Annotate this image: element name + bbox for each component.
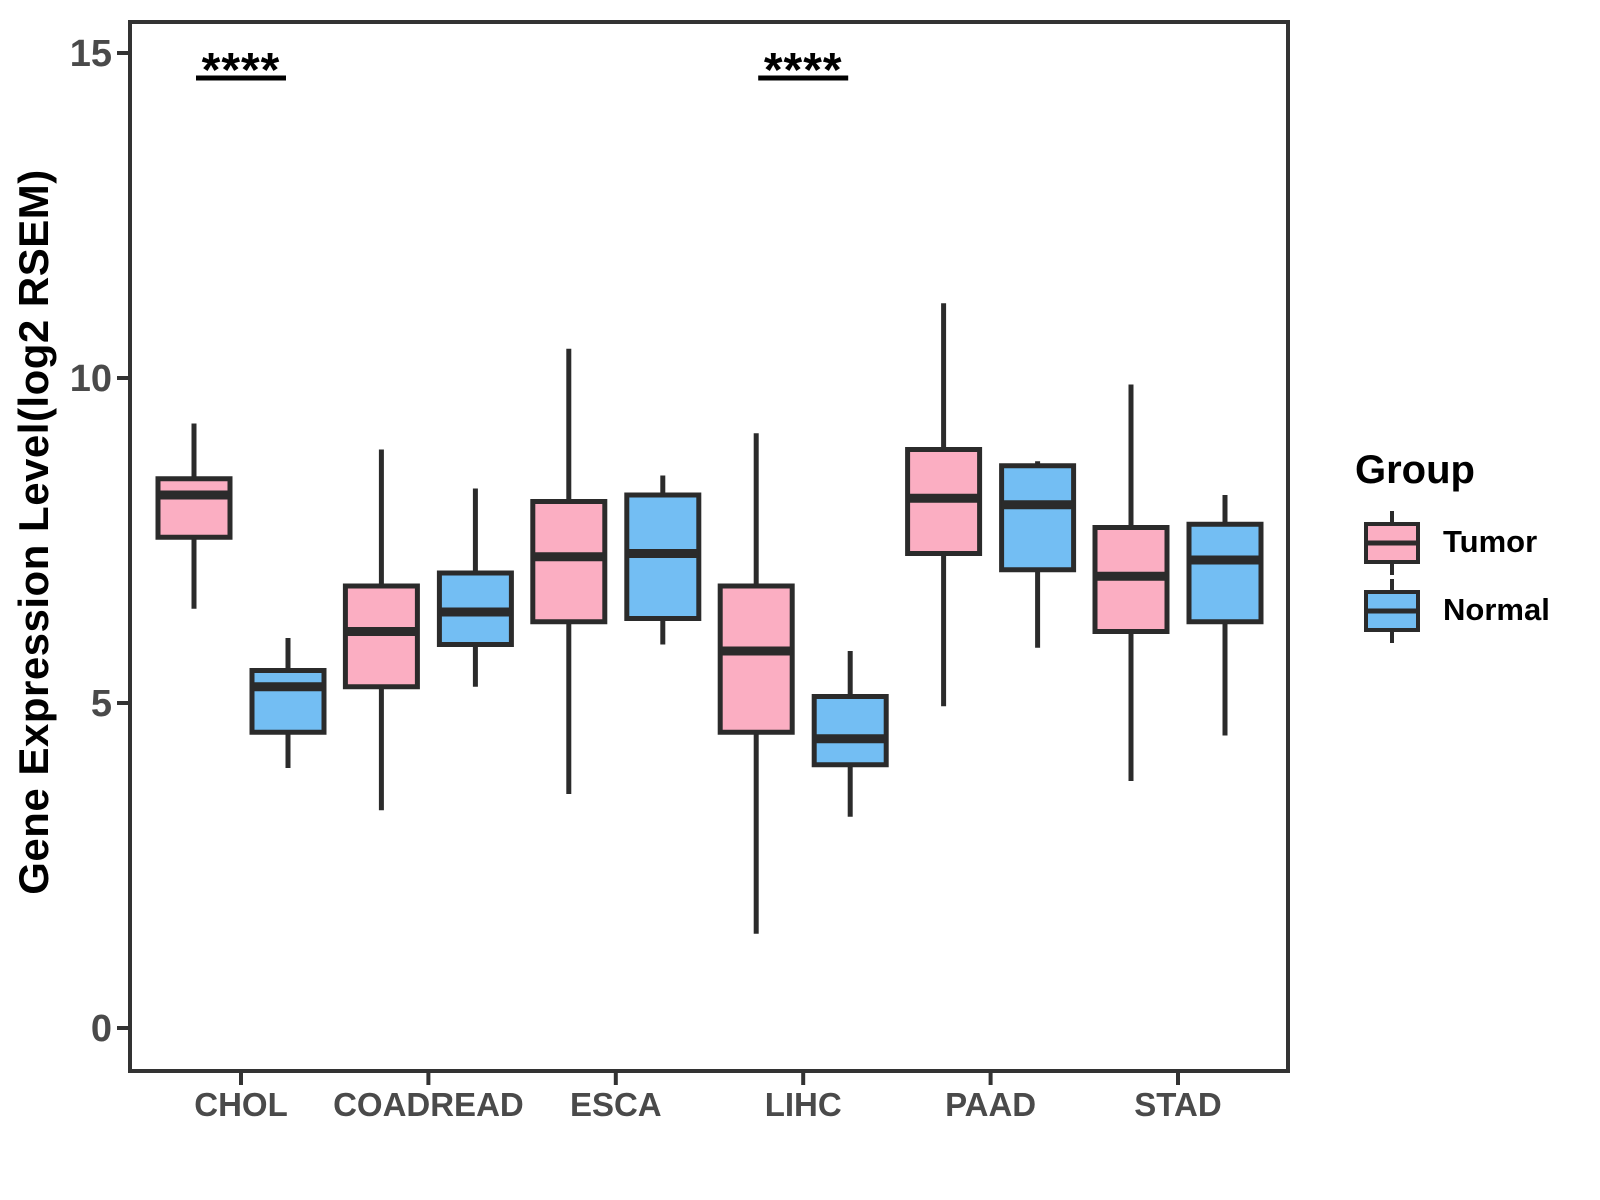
box-ESCA-Tumor (530, 499, 608, 625)
y-tick-label-0: 0 (91, 1008, 112, 1050)
x-tick-label-COADREAD: COADREAD (333, 1086, 524, 1123)
box-LIHC-Normal (811, 694, 889, 768)
panel-border (128, 20, 1290, 1073)
x-tick-label-CHOL: CHOL (194, 1086, 288, 1123)
box-STAD-Normal (1186, 521, 1264, 625)
box-CHOL-Tumor (155, 476, 233, 540)
sig-stars-CHOL: **** (202, 44, 281, 97)
x-tick-label-LIHC: LIHC (765, 1086, 842, 1123)
y-axis-title: Gene Expression Level(log2 RSEM) (10, 169, 57, 895)
x-tick-label-STAD: STAD (1134, 1086, 1221, 1123)
y-tick-label-5: 5 (91, 683, 112, 725)
x-tick-label-ESCA: ESCA (570, 1086, 662, 1123)
legend-label-tumor: Tumor (1443, 524, 1538, 559)
box-COADREAD-Tumor (342, 583, 420, 690)
box-LIHC-Tumor (717, 583, 795, 735)
sig-stars-LIHC: **** (764, 44, 843, 97)
box-CHOL-Normal (249, 668, 327, 735)
y-tick-label-10: 10 (70, 358, 112, 400)
x-tick-label-PAAD: PAAD (945, 1086, 1036, 1123)
box-PAAD-Normal (999, 463, 1077, 573)
legend-label-normal: Normal (1443, 592, 1550, 627)
legend-title: Group (1355, 448, 1475, 492)
y-tick-label-15: 15 (70, 33, 112, 75)
